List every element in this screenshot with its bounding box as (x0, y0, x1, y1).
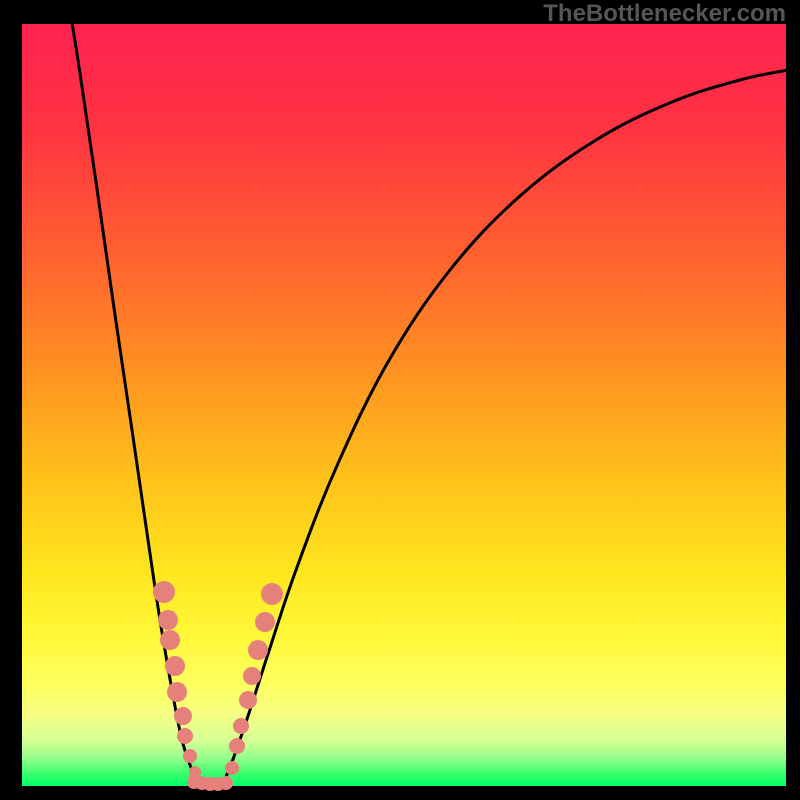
watermark-text: TheBottlenecker.com (543, 0, 786, 28)
data-marker (167, 682, 187, 702)
data-marker (248, 640, 268, 660)
data-marker (229, 738, 245, 754)
data-marker (261, 583, 283, 605)
data-marker (183, 749, 197, 763)
data-marker (174, 707, 192, 725)
data-marker (165, 656, 185, 676)
chart-frame: TheBottlenecker.com (0, 0, 800, 800)
data-marker (160, 630, 180, 650)
data-marker (158, 610, 178, 630)
data-marker (153, 581, 175, 603)
data-marker (239, 691, 257, 709)
data-marker (219, 776, 233, 790)
data-marker (255, 612, 275, 632)
data-marker (177, 728, 193, 744)
border-left (0, 0, 22, 800)
data-marker (225, 761, 239, 775)
data-marker (233, 718, 249, 734)
plot-area (22, 24, 786, 786)
marker-layer (22, 24, 786, 786)
data-marker (243, 667, 261, 685)
